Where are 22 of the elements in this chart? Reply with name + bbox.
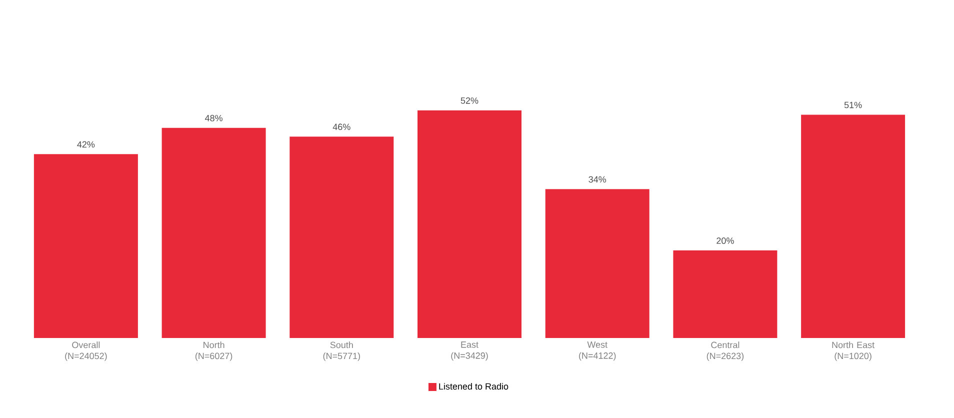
- data-label: 34%: [588, 176, 606, 183]
- data-label: 52%: [460, 97, 478, 104]
- bar: [162, 128, 266, 338]
- bar: [673, 250, 778, 338]
- x-tick-label: West (N=4122): [579, 342, 616, 361]
- bar: [545, 189, 650, 338]
- bar: [418, 110, 522, 338]
- x-tick-label: North (N=6027): [195, 342, 232, 361]
- data-label: 51%: [844, 102, 862, 108]
- data-label: 20%: [716, 238, 734, 244]
- bar: [801, 114, 906, 338]
- data-label: 42%: [77, 141, 95, 148]
- bar: [290, 136, 394, 338]
- bar: [34, 154, 138, 338]
- x-tick-label: Overall (N=24052): [65, 342, 107, 361]
- x-tick-label: Central (N=2623): [706, 342, 744, 361]
- x-tick-label: North East (N=1020): [832, 342, 874, 361]
- legend-label: Listened to Radio: [439, 382, 508, 390]
- data-label: 48%: [204, 114, 222, 122]
- x-tick-label: East (N=3429): [451, 342, 488, 361]
- data-label: 46%: [332, 124, 350, 130]
- x-tick-label: South (N=5771): [323, 342, 360, 361]
